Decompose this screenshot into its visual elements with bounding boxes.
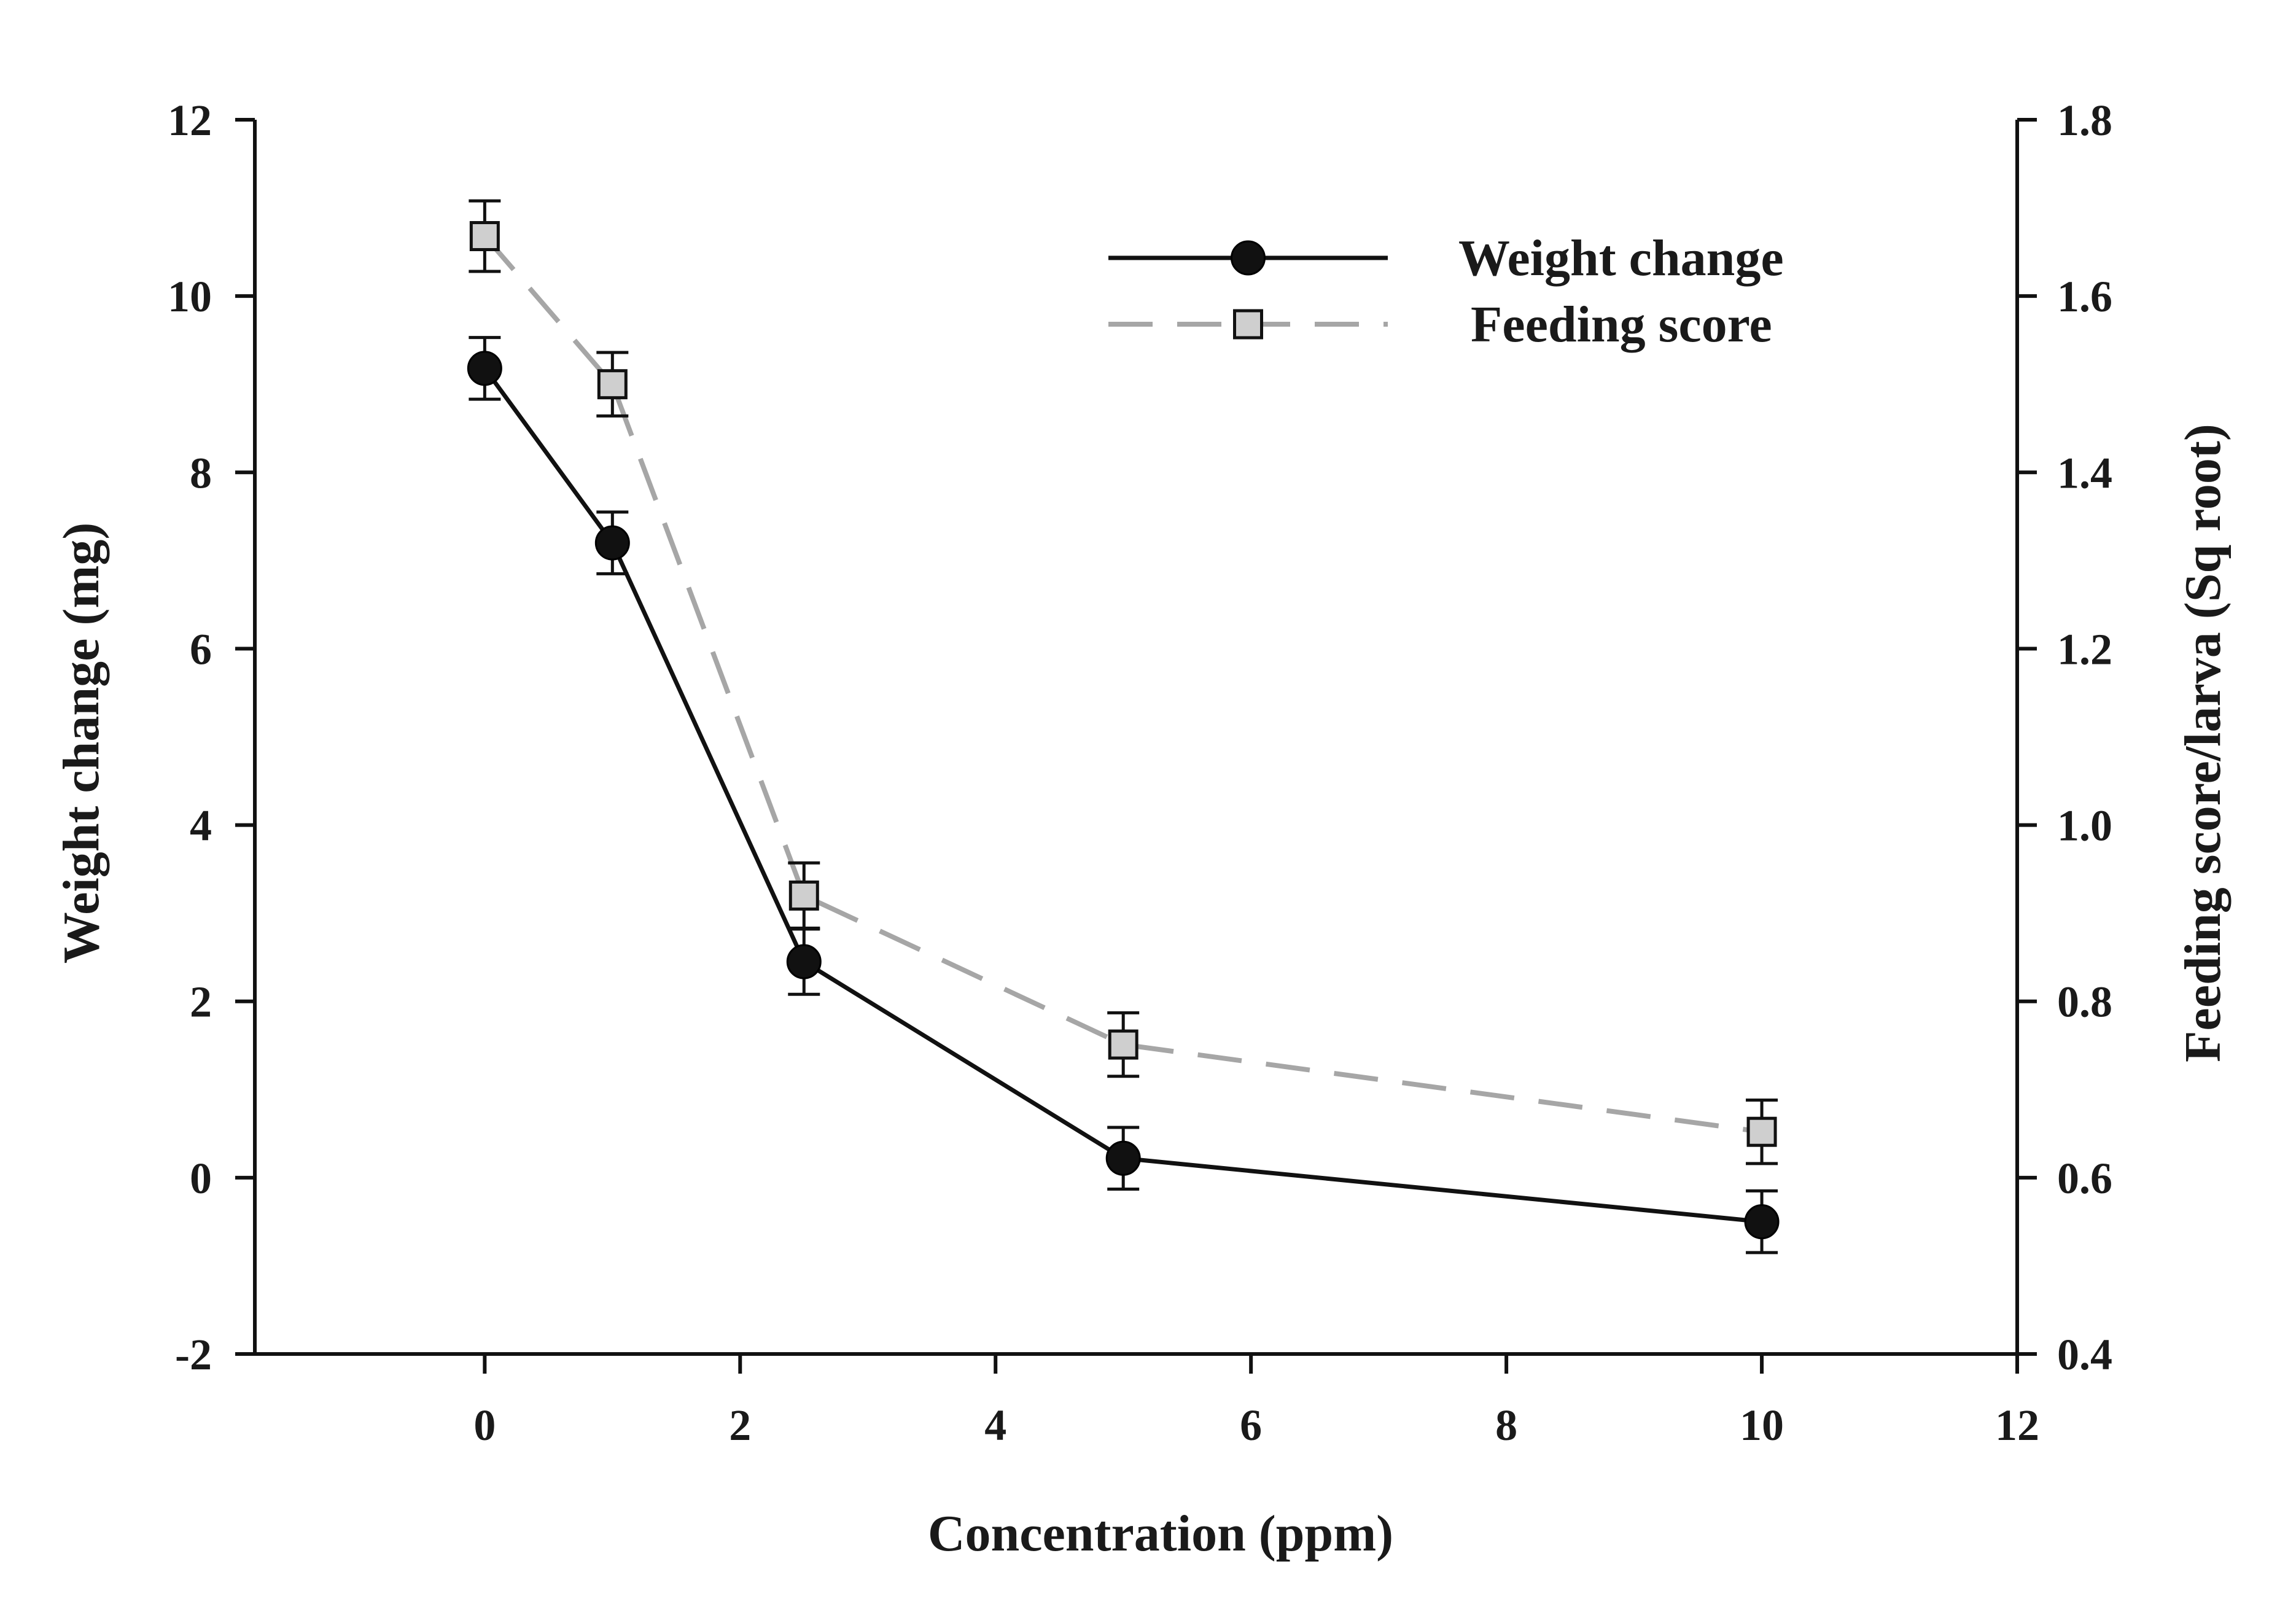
data-point	[1746, 1116, 1777, 1147]
axes: -2 0 2 4 6 8 10 12 0.4 0.6 0.8 1.0 1.2 1.4 1.6 1.8 0 2 4 6 8…	[168, 96, 2112, 1450]
data-point	[597, 369, 628, 400]
legend-label-feeding-score: Feeding score	[1471, 296, 1772, 353]
x-tick-label: 6	[1240, 1401, 1262, 1450]
y-right-tick-label: 1.0	[2057, 801, 2112, 850]
data-point	[1105, 1140, 1141, 1176]
y-left-tick-label: 4	[190, 801, 212, 850]
x-tick-label: 12	[1995, 1401, 2039, 1450]
x-tick-label: 10	[1740, 1401, 1784, 1450]
x-tick-label: 4	[984, 1401, 1006, 1450]
legend: Weight change Feeding score	[1108, 230, 1784, 353]
y-left-tick-label: 8	[190, 448, 212, 497]
series-weight-change	[467, 336, 1780, 1255]
y-right-tick-label: 1.4	[2057, 448, 2112, 497]
y-left-tick-label: 2	[190, 978, 212, 1027]
series-line	[483, 367, 1762, 1224]
data-point	[1744, 1204, 1780, 1240]
series-feeding-score	[469, 199, 1778, 1165]
series-layer	[467, 199, 1780, 1255]
y-left-tick-label: -2	[175, 1330, 212, 1379]
y-right-tick-label: 0.4	[2057, 1330, 2112, 1379]
y-left-tick-label: 12	[168, 96, 212, 145]
series-line	[483, 234, 1762, 1135]
data-point	[594, 525, 630, 561]
x-tick-label: 0	[473, 1401, 496, 1450]
y-axis-left-title: Weight change (mg)	[53, 523, 110, 964]
y-left-tick-label: 6	[190, 624, 212, 674]
x-tick-label: 8	[1495, 1401, 1517, 1450]
y-right-tick-label: 0.6	[2057, 1154, 2112, 1203]
data-point	[467, 351, 502, 386]
y-right-tick-label: 0.8	[2057, 978, 2112, 1027]
x-axis-title: Concentration (ppm)	[928, 1505, 1393, 1562]
legend-marker-feeding-score	[1233, 309, 1263, 340]
y-axis-right-title: Feeding score/larva (Sq root)	[2174, 424, 2232, 1062]
data-point	[788, 880, 819, 911]
data-point	[786, 944, 822, 979]
y-left-tick-label: 0	[190, 1154, 212, 1203]
legend-marker-weight-change	[1231, 240, 1266, 276]
y-right-tick-label: 1.8	[2057, 96, 2112, 145]
y-left-tick-label: 10	[168, 272, 212, 321]
x-tick-label: 2	[729, 1401, 751, 1450]
y-right-tick-label: 1.6	[2057, 272, 2112, 321]
data-point	[1108, 1029, 1138, 1060]
y-right-tick-label: 1.2	[2057, 624, 2112, 674]
data-point	[469, 221, 500, 252]
legend-label-weight-change: Weight change	[1458, 230, 1784, 287]
